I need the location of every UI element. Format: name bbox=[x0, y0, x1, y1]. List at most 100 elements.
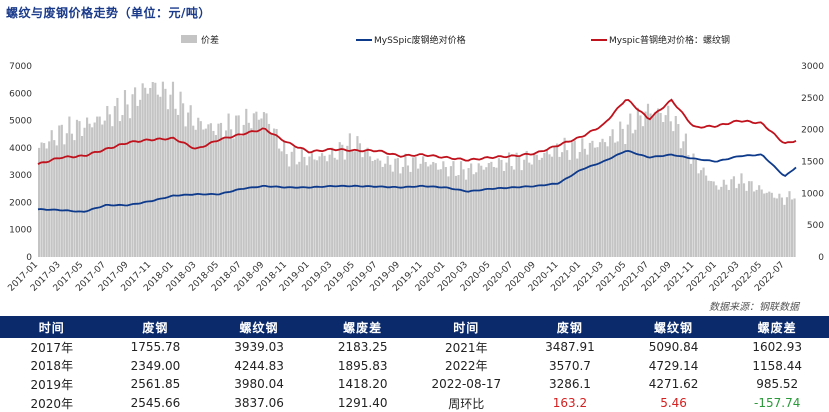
diff-bar bbox=[55, 145, 58, 257]
table-cell: 985.52 bbox=[756, 377, 799, 392]
table-cell: 3939.03 bbox=[234, 340, 284, 355]
x-axis: 2017-012017-032017-052017-072017-092017-… bbox=[6, 260, 786, 294]
diff-bar bbox=[568, 159, 571, 257]
diff-bar bbox=[692, 153, 695, 257]
diff-bar bbox=[465, 179, 468, 257]
diff-bar bbox=[702, 167, 705, 257]
diff-bar bbox=[108, 114, 111, 257]
diff-bar bbox=[154, 82, 157, 257]
diff-bar bbox=[237, 115, 240, 258]
table-cell: 2349.00 bbox=[130, 358, 181, 373]
diff-bar bbox=[368, 156, 372, 257]
diff-bar bbox=[288, 166, 291, 257]
diff-bar bbox=[639, 115, 642, 258]
line-series bbox=[37, 98, 797, 213]
table-cell: -157.74 bbox=[754, 396, 801, 411]
diff-bar bbox=[649, 113, 652, 258]
diff-bar bbox=[86, 117, 89, 257]
diff-bar bbox=[646, 103, 650, 257]
diff-bar bbox=[543, 152, 546, 257]
diff-bar bbox=[439, 169, 442, 257]
diff-bar bbox=[725, 184, 728, 257]
diff-bar bbox=[303, 156, 306, 257]
diff-bar bbox=[75, 119, 79, 257]
diff-bar bbox=[63, 144, 66, 257]
table-cell: 5090.84 bbox=[648, 340, 699, 355]
diff-bar bbox=[134, 87, 137, 258]
diff-bar bbox=[732, 176, 735, 257]
diff-bar bbox=[272, 128, 276, 257]
diff-bar bbox=[53, 140, 56, 257]
diff-bar bbox=[480, 165, 483, 257]
diff-bar bbox=[139, 99, 142, 257]
diff-bar bbox=[68, 116, 71, 257]
table-cell: 周环比 bbox=[448, 396, 485, 411]
diff-bar bbox=[717, 189, 720, 257]
diff-bar bbox=[308, 156, 311, 257]
table-cell: 3837.06 bbox=[234, 396, 284, 411]
diff-bar bbox=[300, 148, 303, 257]
diff-bar bbox=[667, 105, 670, 257]
diff-bar bbox=[758, 185, 761, 257]
diff-bar bbox=[659, 112, 662, 257]
diff-bar bbox=[328, 154, 331, 257]
diff-bar bbox=[323, 155, 326, 257]
left-tick-label: 5000 bbox=[9, 117, 32, 127]
diff-bar bbox=[780, 197, 783, 257]
diff-bar bbox=[91, 127, 94, 257]
diff-bar bbox=[626, 124, 629, 257]
diff-bar bbox=[424, 162, 427, 257]
table-row: 2017年 1755.78 3939.03 2183.25 2021年 3487… bbox=[0, 338, 829, 357]
diff-bar bbox=[518, 156, 521, 257]
diff-bar bbox=[747, 181, 751, 257]
diff-bar bbox=[336, 159, 339, 257]
diff-bar bbox=[58, 125, 61, 257]
diff-bar bbox=[386, 156, 389, 257]
table-cell: 2561.85 bbox=[130, 377, 181, 392]
diff-bar bbox=[664, 115, 667, 257]
diff-bar bbox=[788, 191, 791, 257]
diff-bar bbox=[619, 121, 622, 257]
diff-bar bbox=[166, 109, 170, 257]
diff-bar bbox=[591, 140, 594, 257]
right-tick-label: 2500 bbox=[801, 94, 824, 104]
diff-bar bbox=[459, 161, 463, 257]
diff-bar bbox=[164, 88, 167, 257]
diff-bar bbox=[654, 111, 657, 257]
diff-bar bbox=[507, 152, 511, 257]
diff-bar bbox=[755, 189, 758, 257]
diff-bar bbox=[634, 129, 637, 257]
diff-bar bbox=[571, 142, 574, 257]
diff-bar bbox=[204, 128, 207, 257]
header-time-1: 时间 bbox=[0, 316, 104, 338]
diff-bar bbox=[427, 166, 430, 257]
diff-bar bbox=[490, 161, 493, 257]
diff-bar bbox=[775, 198, 778, 257]
diff-bar bbox=[255, 111, 258, 257]
diff-bar bbox=[422, 156, 425, 257]
diff-bar bbox=[343, 159, 346, 257]
diff-bar bbox=[773, 197, 776, 257]
diff-bar bbox=[98, 116, 101, 257]
diff-bar bbox=[209, 123, 212, 257]
diff-bar bbox=[159, 96, 162, 257]
diff-bar bbox=[363, 151, 367, 257]
diff-bar bbox=[240, 136, 243, 257]
diff-bar bbox=[705, 175, 708, 257]
diff-bar bbox=[358, 143, 362, 257]
diff-bar bbox=[409, 171, 412, 257]
diff-bar bbox=[475, 172, 478, 257]
diff-bar bbox=[689, 163, 693, 257]
right-tick-label: 3000 bbox=[801, 62, 824, 72]
diff-bar bbox=[444, 167, 447, 257]
table-cell: 2183.25 bbox=[337, 340, 388, 355]
diff-bar bbox=[601, 138, 604, 257]
diff-bar bbox=[533, 154, 536, 257]
diff-bar bbox=[677, 124, 680, 257]
diff-bar bbox=[293, 147, 296, 257]
left-tick-label: 7000 bbox=[9, 62, 32, 72]
diff-bar bbox=[596, 147, 599, 257]
diff-bar bbox=[603, 142, 607, 257]
diff-bar bbox=[447, 176, 450, 257]
diff-bar bbox=[93, 122, 96, 257]
